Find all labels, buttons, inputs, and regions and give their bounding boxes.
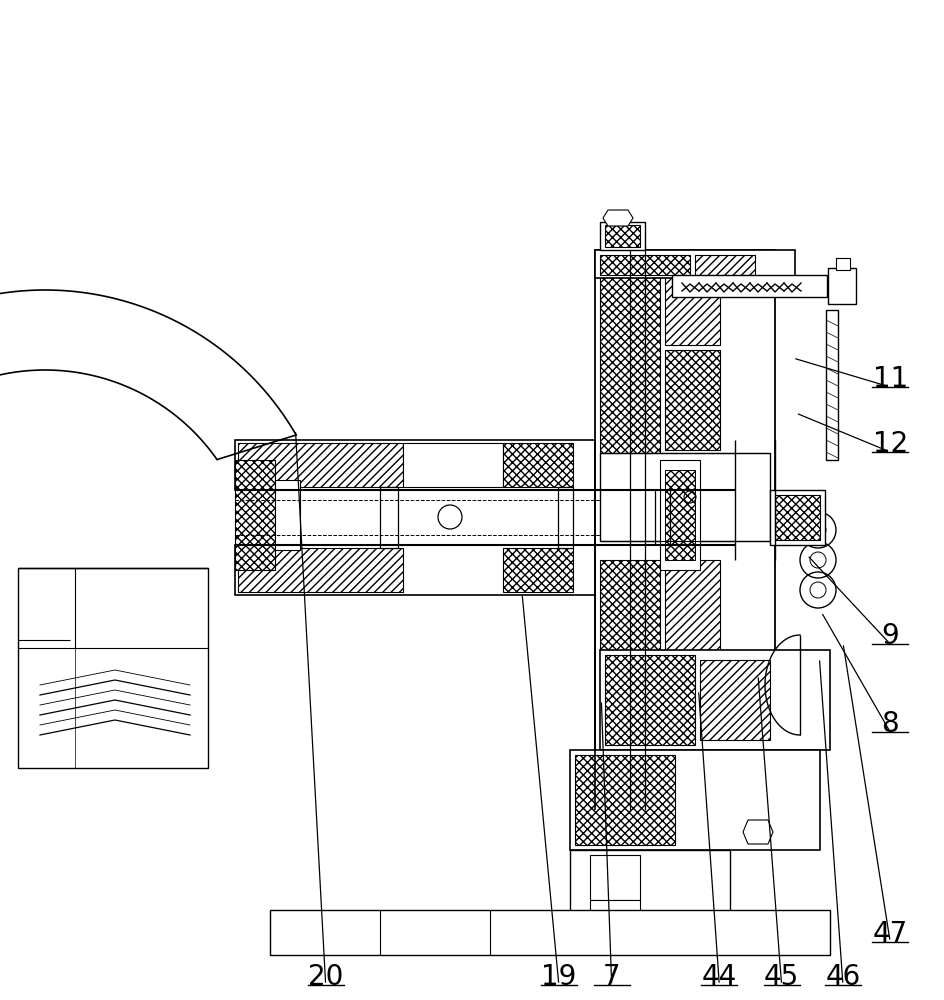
Bar: [570, 750, 820, 850]
Bar: [600, 650, 830, 750]
Bar: [600, 255, 660, 455]
Bar: [695, 255, 755, 275]
Text: 12: 12: [872, 430, 908, 458]
Bar: [836, 258, 850, 270]
Bar: [665, 255, 720, 345]
Bar: [665, 560, 720, 650]
Bar: [238, 548, 403, 592]
Bar: [665, 350, 720, 450]
Bar: [665, 655, 720, 735]
Polygon shape: [743, 820, 773, 844]
Bar: [775, 495, 820, 540]
Bar: [503, 548, 573, 592]
Bar: [665, 470, 695, 560]
Bar: [595, 250, 795, 278]
Text: 47: 47: [872, 920, 908, 948]
Bar: [700, 660, 770, 740]
Text: 19: 19: [541, 963, 577, 991]
Bar: [270, 910, 830, 955]
Bar: [403, 443, 503, 487]
Bar: [235, 440, 730, 490]
Bar: [235, 545, 730, 595]
Bar: [770, 490, 825, 545]
Text: 7: 7: [603, 963, 620, 991]
Bar: [600, 560, 660, 740]
Bar: [828, 268, 856, 304]
Polygon shape: [603, 210, 633, 226]
Bar: [590, 900, 640, 945]
Bar: [18, 568, 208, 768]
Bar: [558, 487, 573, 548]
Bar: [275, 480, 300, 550]
Text: 46: 46: [825, 963, 861, 991]
Bar: [575, 755, 675, 845]
Bar: [605, 225, 640, 247]
Text: 45: 45: [764, 963, 800, 991]
Text: 8: 8: [882, 710, 899, 738]
Bar: [503, 443, 573, 487]
Text: 44: 44: [701, 963, 737, 991]
Bar: [600, 222, 645, 250]
Bar: [600, 453, 770, 541]
Bar: [238, 443, 403, 487]
Bar: [605, 655, 695, 745]
Text: 11: 11: [872, 365, 908, 393]
Bar: [600, 255, 690, 275]
Bar: [590, 855, 640, 900]
Text: 20: 20: [308, 963, 344, 991]
Bar: [672, 275, 827, 297]
Bar: [826, 310, 838, 460]
Bar: [660, 460, 700, 570]
Text: 9: 9: [882, 622, 899, 650]
Bar: [595, 250, 775, 810]
Bar: [570, 850, 730, 950]
Bar: [380, 487, 398, 548]
Bar: [235, 460, 275, 570]
